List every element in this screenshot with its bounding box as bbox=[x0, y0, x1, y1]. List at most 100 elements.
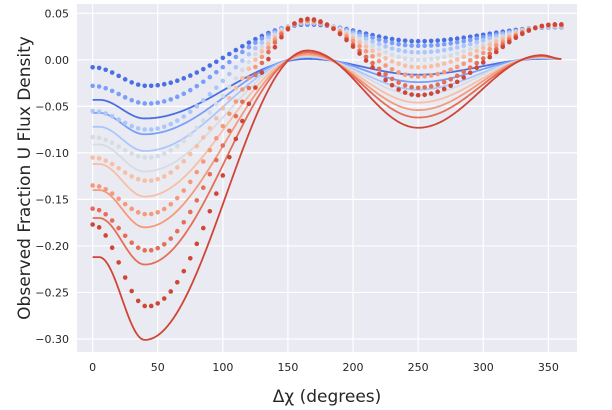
solid-curve bbox=[92, 49, 562, 341]
data-point bbox=[448, 53, 454, 58]
data-point bbox=[402, 63, 408, 69]
data-point bbox=[233, 76, 239, 81]
data-point bbox=[135, 210, 141, 215]
y-tick-label: 0.05 bbox=[45, 7, 70, 20]
data-point bbox=[135, 153, 141, 159]
data-point bbox=[467, 70, 473, 76]
data-point bbox=[214, 157, 219, 163]
data-point bbox=[461, 43, 467, 49]
data-point bbox=[187, 255, 193, 261]
data-point bbox=[240, 87, 245, 92]
data-point bbox=[363, 44, 369, 49]
data-point bbox=[467, 65, 473, 70]
data-point bbox=[448, 46, 454, 52]
data-point bbox=[103, 137, 108, 143]
data-point bbox=[109, 140, 115, 146]
data-point bbox=[474, 65, 480, 70]
data-point bbox=[103, 233, 108, 238]
y-tick-label: −0.30 bbox=[35, 333, 69, 346]
data-point bbox=[168, 148, 174, 153]
data-point bbox=[207, 171, 213, 177]
data-point bbox=[246, 75, 252, 81]
data-point bbox=[135, 82, 141, 87]
data-point bbox=[454, 36, 460, 41]
data-point bbox=[422, 92, 427, 98]
data-point bbox=[461, 69, 467, 75]
data-point bbox=[253, 51, 258, 57]
data-point bbox=[396, 37, 401, 43]
data-point bbox=[240, 58, 245, 63]
data-point bbox=[96, 135, 102, 141]
data-point bbox=[233, 85, 239, 91]
data-point bbox=[194, 83, 200, 89]
data-point bbox=[168, 170, 174, 175]
data-point bbox=[174, 228, 180, 234]
data-point bbox=[214, 191, 219, 196]
data-point bbox=[383, 63, 388, 68]
data-point bbox=[448, 41, 454, 46]
data-point bbox=[520, 31, 525, 37]
data-point bbox=[155, 153, 161, 159]
data-point bbox=[370, 48, 375, 54]
data-point bbox=[181, 268, 187, 274]
data-point bbox=[214, 59, 219, 65]
data-point bbox=[441, 47, 447, 53]
data-point bbox=[480, 56, 486, 61]
data-point bbox=[201, 225, 206, 231]
data-point bbox=[422, 85, 427, 90]
data-point bbox=[454, 45, 460, 50]
data-point bbox=[396, 70, 401, 75]
data-point bbox=[116, 91, 121, 97]
data-point bbox=[253, 45, 258, 51]
data-point bbox=[441, 37, 447, 43]
data-point bbox=[389, 66, 395, 72]
y-tick-label: −0.05 bbox=[35, 100, 69, 113]
data-point bbox=[487, 51, 493, 57]
data-point bbox=[461, 54, 467, 60]
data-point bbox=[207, 91, 213, 97]
data-point bbox=[435, 82, 440, 87]
data-point bbox=[240, 67, 245, 73]
data-point bbox=[487, 54, 493, 60]
data-point bbox=[201, 79, 206, 85]
data-point bbox=[207, 125, 213, 131]
data-point bbox=[383, 39, 388, 44]
data-point bbox=[454, 64, 460, 70]
data-point bbox=[448, 67, 454, 73]
data-point bbox=[194, 104, 200, 109]
data-point bbox=[357, 51, 362, 56]
data-point bbox=[376, 71, 382, 77]
x-tick-label: 100 bbox=[212, 361, 233, 374]
data-point bbox=[415, 50, 421, 55]
data-point bbox=[122, 201, 128, 207]
data-point bbox=[448, 59, 454, 64]
data-point bbox=[135, 245, 141, 251]
data-point bbox=[415, 57, 421, 63]
data-point bbox=[435, 38, 440, 43]
data-point bbox=[220, 123, 226, 129]
data-point bbox=[227, 154, 232, 160]
data-point bbox=[220, 143, 226, 148]
data-point bbox=[253, 64, 258, 70]
data-point bbox=[448, 37, 454, 42]
data-point bbox=[122, 77, 128, 82]
data-point bbox=[396, 80, 401, 85]
data-point bbox=[448, 77, 454, 82]
data-point bbox=[227, 95, 232, 101]
data-point bbox=[161, 124, 167, 129]
data-point bbox=[194, 143, 200, 149]
data-point bbox=[181, 91, 187, 97]
data-point bbox=[194, 169, 200, 175]
data-point bbox=[109, 88, 115, 94]
data-point bbox=[383, 55, 388, 61]
data-point bbox=[227, 128, 232, 134]
data-point bbox=[90, 108, 95, 114]
data-point bbox=[415, 74, 421, 79]
data-point bbox=[500, 44, 506, 50]
data-point bbox=[214, 85, 219, 90]
data-point bbox=[220, 78, 226, 84]
solid-curves bbox=[92, 49, 562, 341]
data-point bbox=[148, 155, 154, 160]
data-point bbox=[103, 158, 108, 163]
